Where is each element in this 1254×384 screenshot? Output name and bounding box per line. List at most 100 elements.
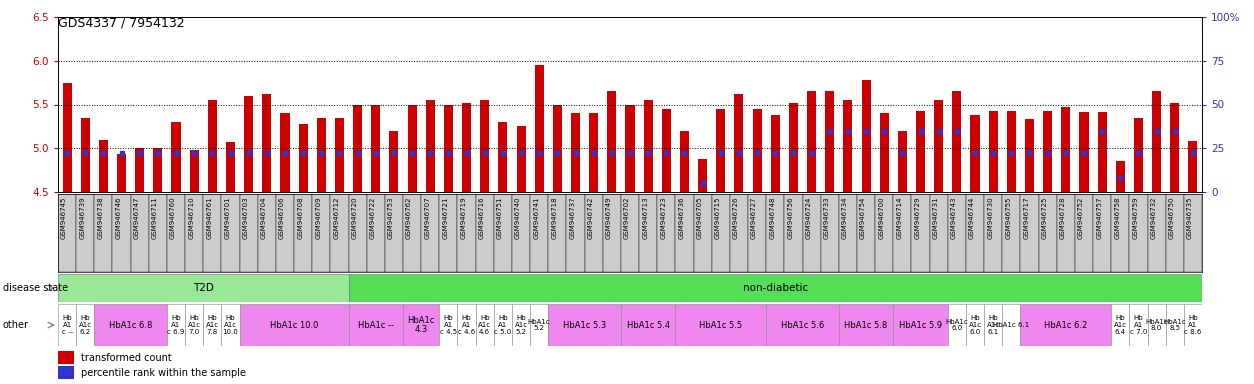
Bar bbox=[403, 194, 421, 272]
Bar bbox=[240, 304, 349, 346]
Bar bbox=[76, 304, 94, 346]
Bar bbox=[567, 194, 584, 272]
Bar bbox=[1116, 161, 1125, 192]
Bar bbox=[766, 304, 839, 346]
Text: HbA1c 6.2: HbA1c 6.2 bbox=[1045, 321, 1087, 329]
Bar bbox=[117, 154, 127, 192]
Text: GSM946745: GSM946745 bbox=[61, 196, 66, 239]
Bar bbox=[929, 194, 948, 272]
Bar bbox=[480, 100, 489, 192]
Bar bbox=[203, 304, 222, 346]
Bar bbox=[662, 109, 671, 192]
Bar bbox=[875, 194, 893, 272]
Bar bbox=[735, 94, 744, 192]
Bar bbox=[820, 194, 839, 272]
Text: Hb
A1
c 4.6: Hb A1 c 4.6 bbox=[458, 316, 475, 334]
Bar bbox=[390, 131, 399, 192]
Bar bbox=[607, 91, 617, 192]
Bar bbox=[113, 194, 130, 272]
Bar bbox=[425, 100, 435, 192]
Bar bbox=[789, 103, 798, 192]
Bar bbox=[856, 194, 875, 272]
Text: GSM946718: GSM946718 bbox=[552, 196, 557, 239]
Bar bbox=[1147, 194, 1166, 272]
Text: Hb
A1c
10.0: Hb A1c 10.0 bbox=[223, 316, 238, 334]
Bar bbox=[621, 194, 640, 272]
Bar bbox=[698, 159, 707, 192]
Bar bbox=[1021, 194, 1038, 272]
Bar bbox=[349, 194, 366, 272]
Bar bbox=[240, 194, 258, 272]
Bar bbox=[766, 194, 784, 272]
Text: GSM946722: GSM946722 bbox=[370, 196, 376, 239]
Bar bbox=[1061, 107, 1071, 192]
Text: HbA1c 5.3: HbA1c 5.3 bbox=[563, 321, 606, 329]
Text: GSM946758: GSM946758 bbox=[1115, 196, 1120, 239]
Text: Hb
A1
c 8.6: Hb A1 c 8.6 bbox=[1184, 316, 1201, 334]
Text: HbA1c 5.8: HbA1c 5.8 bbox=[844, 321, 888, 329]
Text: HbA1c 5.6: HbA1c 5.6 bbox=[781, 321, 824, 329]
Text: GSM946734: GSM946734 bbox=[841, 196, 848, 239]
Text: GSM946702: GSM946702 bbox=[624, 196, 630, 239]
Bar bbox=[189, 150, 198, 192]
Text: GSM946704: GSM946704 bbox=[261, 196, 267, 239]
Text: GSM946752: GSM946752 bbox=[1078, 196, 1083, 239]
Bar bbox=[1075, 194, 1093, 272]
Bar bbox=[421, 194, 439, 272]
Bar bbox=[571, 113, 581, 192]
Bar bbox=[1111, 304, 1130, 346]
Bar bbox=[262, 94, 271, 192]
Bar bbox=[808, 91, 816, 192]
Bar bbox=[984, 304, 1002, 346]
Text: GSM946710: GSM946710 bbox=[188, 196, 194, 239]
Bar bbox=[984, 194, 1002, 272]
Text: disease state: disease state bbox=[3, 283, 68, 293]
Text: GSM946744: GSM946744 bbox=[969, 196, 976, 239]
Bar bbox=[640, 194, 657, 272]
Text: GSM946724: GSM946724 bbox=[805, 196, 811, 239]
Bar bbox=[966, 194, 984, 272]
Text: GSM946755: GSM946755 bbox=[1006, 196, 1011, 239]
Text: HbA1c
8.0: HbA1c 8.0 bbox=[1145, 319, 1167, 331]
Text: Hb
A1c
6.0: Hb A1c 6.0 bbox=[968, 316, 982, 334]
Text: GSM946723: GSM946723 bbox=[661, 196, 666, 239]
Bar bbox=[135, 148, 144, 192]
Text: GSM946717: GSM946717 bbox=[1023, 196, 1030, 239]
Bar bbox=[349, 274, 1203, 302]
Text: Hb
A1c
7.0: Hb A1c 7.0 bbox=[188, 316, 201, 334]
Bar bbox=[1043, 111, 1052, 192]
Bar bbox=[893, 194, 912, 272]
Bar bbox=[298, 124, 307, 192]
Text: GSM946708: GSM946708 bbox=[297, 196, 303, 239]
Bar bbox=[752, 109, 761, 192]
Bar bbox=[966, 304, 984, 346]
Bar bbox=[222, 194, 240, 272]
Bar bbox=[439, 304, 458, 346]
Bar bbox=[825, 91, 834, 192]
Text: percentile rank within the sample: percentile rank within the sample bbox=[80, 368, 246, 378]
Bar bbox=[1097, 111, 1107, 192]
Text: GSM946736: GSM946736 bbox=[678, 196, 685, 239]
Text: Hb
A1
c 7.0: Hb A1 c 7.0 bbox=[1130, 316, 1147, 334]
Text: GSM946731: GSM946731 bbox=[933, 196, 939, 239]
Bar bbox=[354, 104, 362, 192]
Text: Hb
A1c
4.6: Hb A1c 4.6 bbox=[478, 316, 492, 334]
Text: HbA1c
8.5: HbA1c 8.5 bbox=[1164, 319, 1186, 331]
Bar bbox=[693, 194, 712, 272]
Text: HbA1c 5.4: HbA1c 5.4 bbox=[627, 321, 670, 329]
Bar bbox=[1007, 111, 1016, 192]
Text: HbA1c 6.8: HbA1c 6.8 bbox=[109, 321, 152, 329]
Bar bbox=[603, 194, 621, 272]
Text: non-diabetic: non-diabetic bbox=[742, 283, 808, 293]
Text: GSM946715: GSM946715 bbox=[715, 196, 721, 239]
Bar bbox=[548, 304, 621, 346]
Text: GSM946725: GSM946725 bbox=[1042, 196, 1047, 239]
Bar bbox=[186, 194, 203, 272]
Bar bbox=[58, 274, 349, 302]
Text: GSM946748: GSM946748 bbox=[769, 196, 775, 239]
Bar bbox=[1057, 194, 1075, 272]
Bar bbox=[172, 122, 181, 192]
Text: Hb
A1
c 5.0: Hb A1 c 5.0 bbox=[494, 316, 512, 334]
Bar bbox=[317, 118, 326, 192]
Bar bbox=[839, 194, 856, 272]
